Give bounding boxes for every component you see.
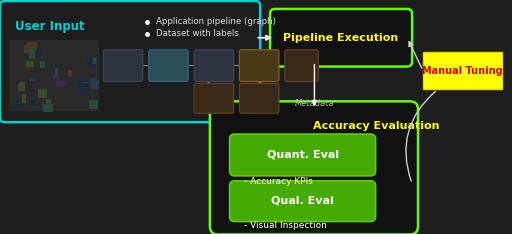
FancyBboxPatch shape bbox=[285, 50, 318, 81]
Text: Dataset with labels: Dataset with labels bbox=[156, 29, 239, 38]
Bar bbox=[78, 83, 89, 91]
FancyBboxPatch shape bbox=[148, 50, 188, 81]
Bar bbox=[90, 99, 98, 109]
Bar bbox=[68, 70, 72, 77]
Bar bbox=[28, 78, 31, 87]
Text: Application pipeline (graph): Application pipeline (graph) bbox=[156, 17, 275, 26]
Bar bbox=[87, 58, 96, 64]
Bar bbox=[14, 81, 19, 84]
Bar bbox=[37, 49, 42, 55]
Bar bbox=[28, 99, 35, 106]
Bar bbox=[46, 99, 51, 102]
Bar bbox=[52, 76, 59, 79]
Bar bbox=[24, 45, 34, 53]
Bar bbox=[77, 81, 88, 88]
Bar bbox=[42, 104, 53, 113]
Bar bbox=[423, 52, 502, 89]
Bar bbox=[55, 68, 58, 77]
Bar bbox=[9, 40, 99, 111]
FancyBboxPatch shape bbox=[270, 9, 412, 66]
Text: Quant. Eval: Quant. Eval bbox=[267, 150, 338, 160]
Bar bbox=[40, 61, 45, 68]
Text: Pipeline Execution: Pipeline Execution bbox=[284, 33, 399, 43]
FancyBboxPatch shape bbox=[240, 50, 279, 81]
Text: - Visual Inspection: - Visual Inspection bbox=[244, 220, 327, 230]
Bar bbox=[18, 82, 25, 91]
Text: User Input: User Input bbox=[14, 20, 84, 33]
Bar bbox=[27, 42, 37, 50]
FancyBboxPatch shape bbox=[229, 181, 376, 222]
Bar bbox=[29, 78, 35, 81]
Bar bbox=[90, 80, 99, 89]
FancyBboxPatch shape bbox=[194, 50, 233, 81]
FancyBboxPatch shape bbox=[103, 50, 143, 81]
Bar bbox=[42, 103, 52, 110]
Text: Qual. Eval: Qual. Eval bbox=[271, 196, 334, 206]
Text: Metadata: Metadata bbox=[294, 99, 334, 108]
FancyBboxPatch shape bbox=[240, 84, 279, 113]
Bar bbox=[38, 89, 47, 98]
Bar bbox=[90, 78, 96, 81]
FancyBboxPatch shape bbox=[229, 134, 376, 176]
FancyBboxPatch shape bbox=[210, 101, 418, 234]
Bar bbox=[87, 58, 93, 66]
Bar bbox=[29, 49, 35, 59]
Bar bbox=[23, 94, 26, 103]
Bar bbox=[26, 61, 34, 67]
Bar bbox=[12, 104, 23, 109]
Bar bbox=[27, 45, 33, 50]
Bar bbox=[83, 82, 89, 85]
Text: - Accuracy KPIs: - Accuracy KPIs bbox=[244, 177, 313, 186]
Text: Manual Tuning: Manual Tuning bbox=[422, 66, 503, 76]
Bar bbox=[56, 80, 68, 87]
FancyBboxPatch shape bbox=[194, 84, 233, 113]
Text: Accuracy Evaluation: Accuracy Evaluation bbox=[313, 121, 440, 131]
